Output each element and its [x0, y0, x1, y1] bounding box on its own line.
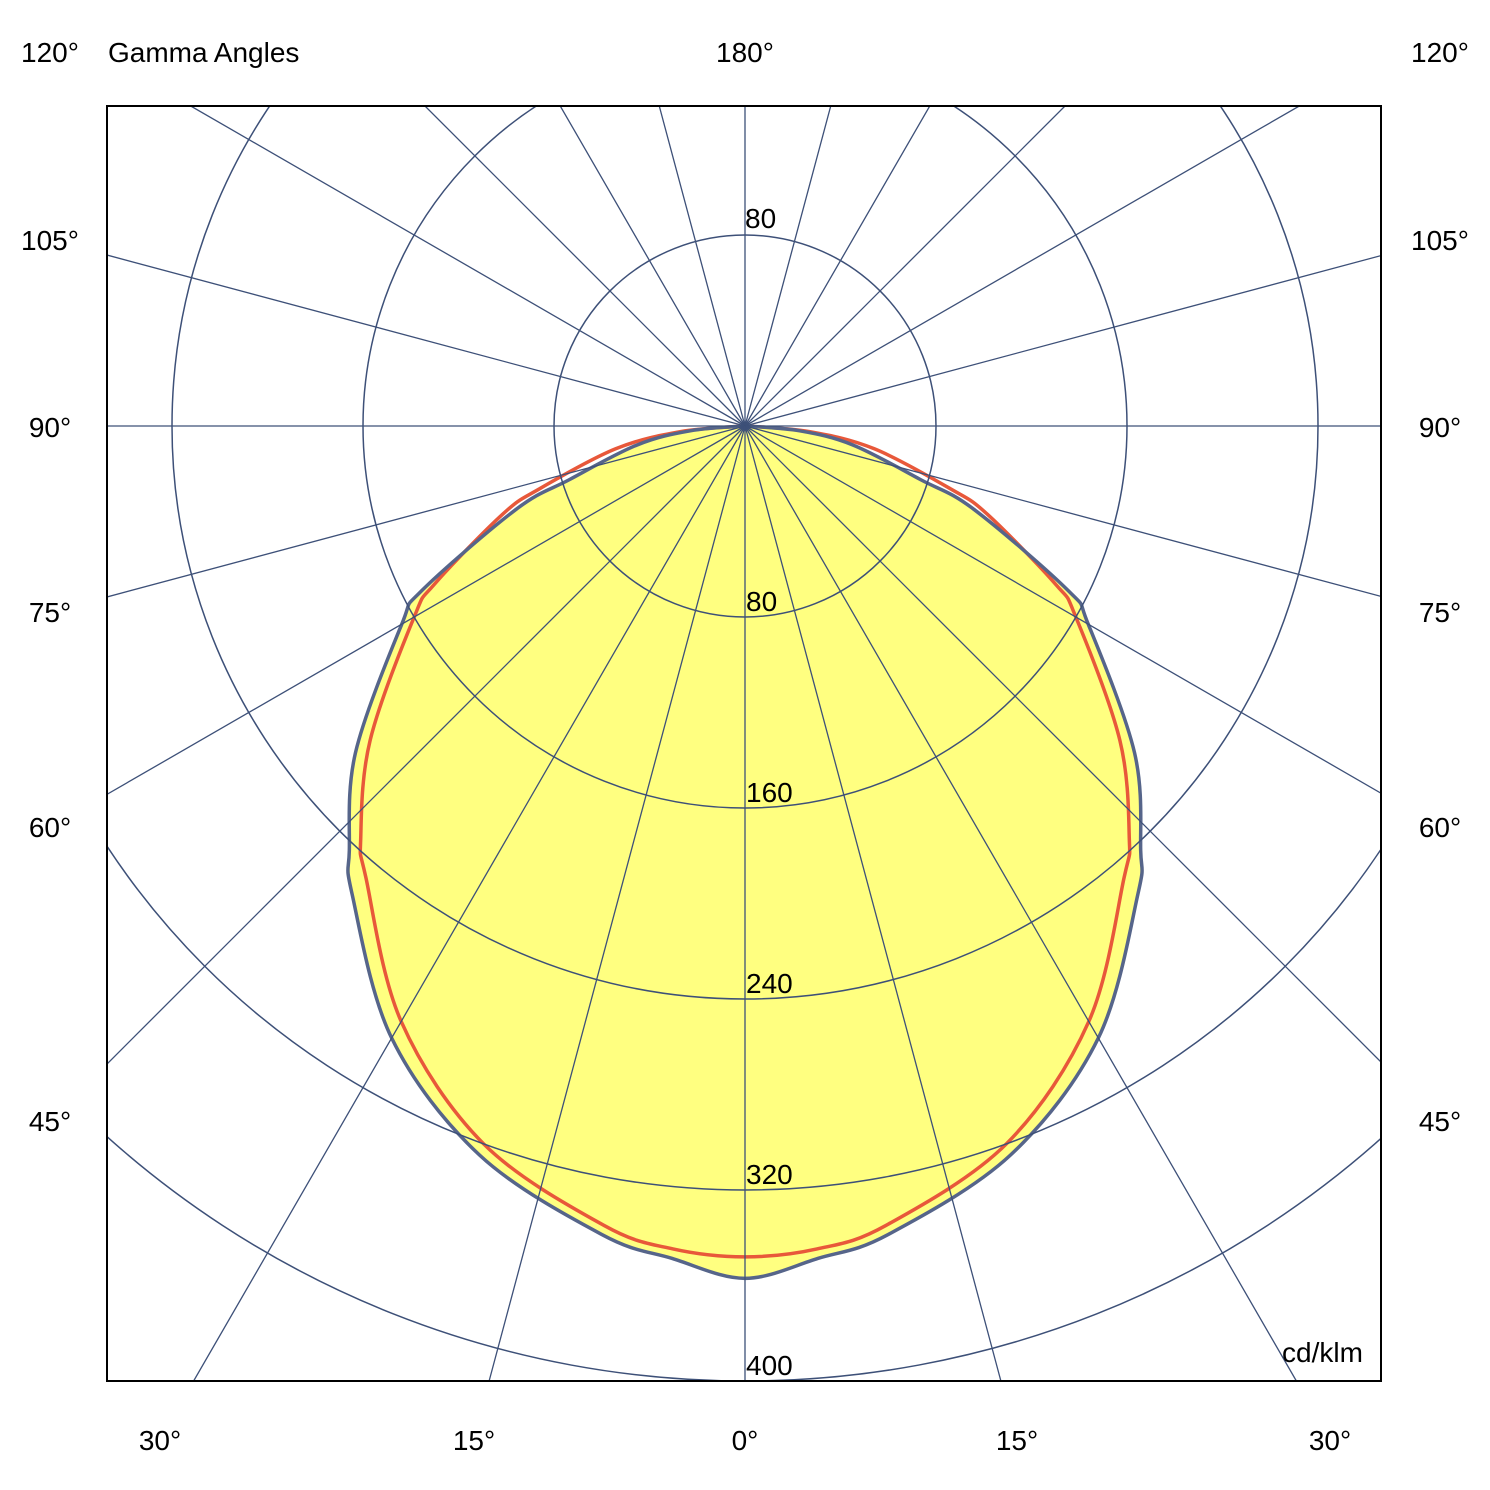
angle-label-right: 60° [1419, 812, 1461, 843]
angle-label-right: 75° [1419, 597, 1461, 628]
angle-label-left: 90° [29, 412, 71, 443]
angle-label-right: 105° [1411, 225, 1469, 256]
angle-label-bottom: 15° [453, 1425, 495, 1456]
angle-label-top: 180° [716, 37, 774, 68]
angle-label-left: 45° [29, 1106, 71, 1137]
radial-line-240 [190, 106, 746, 427]
radial-line-150 [744, 106, 931, 427]
radial-line-105 [744, 254, 1381, 427]
angle-label-left: 105° [21, 225, 79, 256]
radial-line-210 [559, 106, 746, 427]
radial-tick-label: 80 [746, 586, 777, 617]
radial-line-15 [744, 425, 1002, 1381]
angle-label-bottom: 30° [1309, 1425, 1351, 1456]
radial-line-165 [744, 106, 832, 427]
angle-label-right: 120° [1411, 37, 1469, 68]
radial-line-300 [107, 425, 746, 795]
radial-tick-label: 400 [746, 1350, 793, 1381]
radial-line-135 [744, 106, 1066, 427]
radial-tick-label: 160 [746, 777, 793, 808]
angle-label-bottom: 15° [996, 1425, 1038, 1456]
radial-line-255 [107, 254, 746, 427]
radial-tick-label: 240 [746, 968, 793, 999]
angle-label-left: 75° [29, 597, 71, 628]
radial-line-195 [658, 106, 746, 427]
angle-label-right: 90° [1419, 412, 1461, 443]
radial-line-330 [193, 425, 746, 1381]
angle-label-bottom: 0° [732, 1425, 759, 1456]
radial-line-60 [744, 425, 1381, 794]
chart-title: Gamma Angles [108, 37, 299, 68]
angle-label-left: 60° [29, 812, 71, 843]
radial-line-285 [107, 425, 746, 598]
radial-line-45 [744, 425, 1381, 1063]
radial-line-120 [744, 106, 1300, 427]
radial-line-30 [744, 425, 1297, 1381]
radial-line-345 [488, 425, 746, 1381]
angle-label-right: 45° [1419, 1106, 1461, 1137]
radial-line-315 [107, 425, 746, 1065]
upper-ring-label: 80 [745, 203, 776, 234]
plot-frame [106, 105, 1382, 1382]
radial-line-225 [424, 106, 746, 427]
angle-label-left: 120° [21, 37, 79, 68]
radial-tick-label: 320 [746, 1159, 793, 1190]
radial-line-75 [744, 425, 1381, 598]
unit-label: cd/klm [1282, 1337, 1363, 1368]
angle-label-bottom: 30° [139, 1425, 181, 1456]
